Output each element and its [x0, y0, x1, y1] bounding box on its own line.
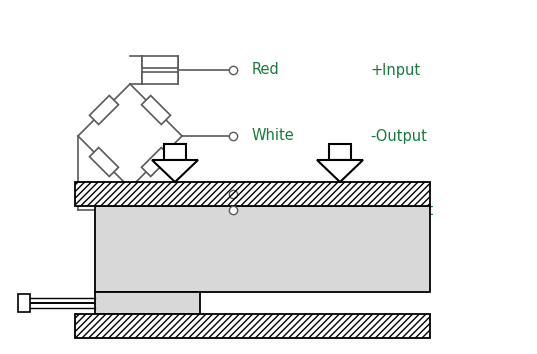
- Bar: [142, 96, 170, 125]
- Bar: [75, 314, 430, 338]
- Text: White: White: [252, 129, 295, 143]
- Text: -Output: -Output: [370, 129, 427, 143]
- Polygon shape: [152, 160, 198, 182]
- Bar: [75, 182, 430, 206]
- Bar: [18, 294, 30, 312]
- Bar: [142, 204, 178, 216]
- Bar: [142, 188, 178, 200]
- Polygon shape: [329, 144, 351, 160]
- Text: Red: Red: [252, 63, 280, 78]
- Bar: [75, 314, 430, 338]
- Polygon shape: [317, 160, 363, 182]
- Polygon shape: [164, 144, 186, 160]
- Bar: [142, 148, 170, 177]
- Text: +Output: +Output: [370, 202, 433, 217]
- Bar: [95, 292, 200, 314]
- Bar: [95, 206, 430, 292]
- Text: +Input: +Input: [370, 63, 420, 78]
- Bar: [90, 96, 119, 125]
- Bar: [142, 56, 178, 68]
- Bar: [142, 72, 178, 84]
- Bar: [90, 148, 119, 177]
- Bar: [75, 182, 430, 206]
- Text: Green: Green: [252, 202, 296, 217]
- Text: -Input: -Input: [370, 187, 413, 201]
- Text: Black: Black: [252, 187, 292, 201]
